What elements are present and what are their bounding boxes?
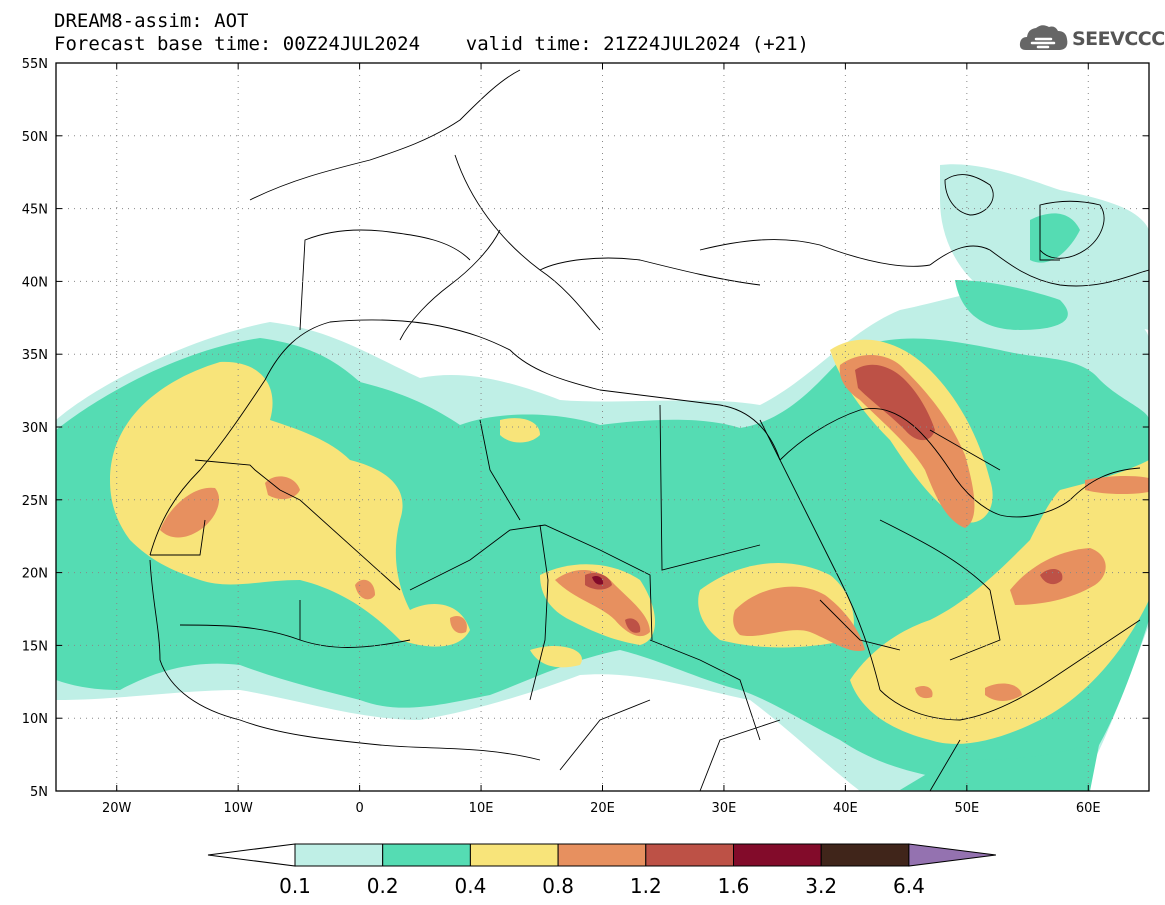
lat-tick-label: 35N <box>22 348 48 363</box>
colorbar-label: 1.6 <box>718 874 750 898</box>
colorbar-segment <box>294 843 384 867</box>
lat-tick-label: 10N <box>22 712 48 727</box>
lon-tick-label: 50E <box>954 801 979 816</box>
lat-tick-label: 30N <box>22 421 48 436</box>
cloud-icon <box>1019 25 1068 50</box>
lon-tick-label: 20E <box>590 801 615 816</box>
colorbar-label: 0.4 <box>454 874 486 898</box>
colorbar-label: 0.2 <box>367 874 399 898</box>
axis-ticks <box>56 62 1149 792</box>
lat-tick-label: 50N <box>22 130 48 145</box>
colorbar-segment <box>645 843 734 867</box>
forecast-time-line: Forecast base time: 00Z24JUL2024 valid t… <box>54 33 809 55</box>
colorbar-label: 3.2 <box>805 874 837 898</box>
logo-text: SEEVCCC <box>1072 28 1165 50</box>
colorbar-label: 0.8 <box>542 874 574 898</box>
lat-tick-label: 40N <box>22 275 48 290</box>
colorbar-segment <box>820 843 910 867</box>
colorbar-label: 1.2 <box>630 874 662 898</box>
map-title: DREAM8-assim: AOT <box>54 10 249 32</box>
colorbar-labels: 0.1 0.2 0.4 0.8 1.2 1.6 3.2 6.4 <box>279 874 925 898</box>
lat-tick-label: 25N <box>22 494 48 509</box>
colorbar-segment <box>382 843 471 867</box>
colorbar-segment <box>557 843 647 867</box>
colorbar-over-triangle <box>908 843 996 867</box>
lat-tick-label: 55N <box>22 57 48 72</box>
colorbar-label: 6.4 <box>893 874 925 898</box>
lat-tick-label: 15N <box>22 639 48 654</box>
colorbar-label: 0.1 <box>279 874 311 898</box>
colorbar <box>207 843 996 867</box>
lon-tick-label: 20W <box>102 801 132 816</box>
lon-tick-label: 10W <box>223 801 253 816</box>
seevccc-logo: SEEVCCC <box>1018 22 1165 56</box>
lon-tick-label: 30E <box>712 801 737 816</box>
lat-tick-label: 45N <box>22 203 48 218</box>
longitude-labels: 20W 10W 0 10E 20E 30E 40E 50E 60E <box>102 801 1101 816</box>
lon-tick-label: 0 <box>355 801 363 816</box>
lon-tick-label: 40E <box>833 801 858 816</box>
latitude-labels: 55N 50N 45N 40N 35N 30N 25N 20N 15N 10N 5N <box>22 57 48 800</box>
lat-tick-label: 20N <box>22 567 48 582</box>
colorbar-under-triangle <box>207 843 296 867</box>
lon-tick-label: 10E <box>469 801 494 816</box>
lon-tick-label: 60E <box>1076 801 1101 816</box>
colorbar-segment <box>733 843 822 867</box>
colorbar-segment <box>469 843 559 867</box>
lat-tick-label: 5N <box>30 785 48 800</box>
